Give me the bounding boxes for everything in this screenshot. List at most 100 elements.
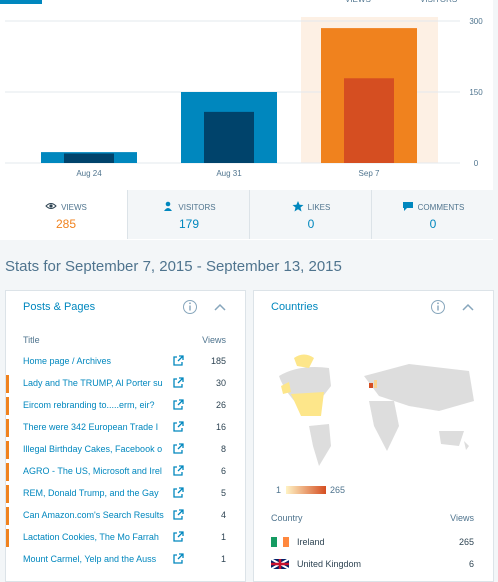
row-marker — [6, 375, 9, 393]
bar[interactable] — [204, 111, 254, 163]
post-title: AGRO - The US, Microsoft and Irel — [23, 466, 162, 476]
tab[interactable]: COMMENTS 0 — [371, 190, 494, 239]
col-title: Title — [23, 335, 40, 345]
panel-icons[interactable] — [182, 299, 237, 315]
external-link-icon[interactable] — [173, 487, 184, 500]
post-views: 1 — [220, 532, 226, 542]
col-country: Country — [271, 513, 303, 523]
external-link-icon[interactable] — [173, 465, 184, 478]
post-views: 1 — [220, 554, 226, 564]
legend-max: 265 — [330, 485, 346, 495]
post-row[interactable]: Lactation Cookies, The Mo Farrah 1 — [6, 528, 245, 550]
y-tick-label: 150 — [469, 88, 483, 97]
tab-label: COMMENTS — [372, 201, 494, 212]
post-title: Eircom rebranding to.....erm, eir? — [23, 400, 155, 410]
row-marker — [6, 485, 9, 503]
post-row[interactable]: AGRO - The US, Microsoft and Irel 6 — [6, 462, 245, 484]
country-name: Ireland — [297, 537, 325, 547]
post-title: Can Amazon.com's Search Results — [23, 510, 164, 520]
post-row[interactable]: Lady and The TRUMP, Al Porter su 30 — [6, 374, 245, 396]
legend-gradient — [286, 486, 326, 494]
country-views: 6 — [468, 559, 474, 569]
bar[interactable] — [344, 78, 394, 163]
panel-icons[interactable] — [430, 299, 485, 315]
tab[interactable]: VISITORS 179 — [127, 190, 250, 239]
post-title: Lactation Cookies, The Mo Farrah — [23, 532, 159, 542]
post-row[interactable]: Home page / Archives 185 — [6, 352, 245, 374]
posts-panel: Posts & Pages Title Views Home page / Ar… — [5, 290, 246, 582]
tab-label-text: COMMENTS — [417, 203, 465, 212]
country-views: 265 — [458, 537, 474, 547]
tab-label: VIEWS — [5, 201, 127, 212]
tab[interactable]: LIKES 0 — [249, 190, 372, 239]
legend-min: 1 — [276, 485, 282, 495]
top-strip — [0, 0, 42, 4]
post-views: 5 — [220, 488, 226, 498]
world-map — [279, 354, 474, 466]
row-marker — [6, 507, 9, 525]
external-link-icon[interactable] — [173, 377, 184, 390]
tab-label-text: LIKES — [307, 203, 331, 212]
tab-label-text: VISITORS — [178, 203, 216, 212]
col-views: Views — [450, 513, 474, 523]
external-link-icon[interactable] — [173, 443, 184, 456]
post-views: 4 — [220, 510, 226, 520]
post-title: Illegal Birthday Cakes, Facebook o — [23, 444, 163, 454]
post-title: Home page / Archives — [23, 356, 112, 366]
post-row[interactable]: Eircom rebranding to.....erm, eir? 26 — [6, 396, 245, 418]
y-tick-label: 300 — [469, 17, 483, 26]
external-link-icon[interactable] — [173, 421, 184, 434]
country-name: United Kingdom — [297, 559, 362, 569]
panel-title: Countries — [271, 301, 319, 313]
post-title: Mount Carmel, Yelp and the Auss — [23, 554, 157, 564]
panel-title: Posts & Pages — [23, 301, 96, 313]
period-title: Stats for September 7, 2015 - September … — [5, 258, 342, 275]
bar[interactable] — [64, 153, 114, 163]
tab-label-text: VIEWS — [61, 203, 87, 212]
post-views: 8 — [220, 444, 226, 454]
post-row[interactable]: There were 342 European Trade I 16 — [6, 418, 245, 440]
post-row[interactable]: Illegal Birthday Cakes, Facebook o 8 — [6, 440, 245, 462]
post-title: There were 342 European Trade I — [23, 422, 159, 432]
tab-value: 179 — [178, 217, 200, 231]
x-tick-label: Aug 31 — [216, 169, 242, 178]
post-row[interactable]: Mount Carmel, Yelp and the Auss 1 — [6, 550, 245, 572]
external-link-icon[interactable] — [173, 509, 184, 522]
post-title: Lady and The TRUMP, Al Porter su — [23, 378, 163, 388]
post-row[interactable]: Can Amazon.com's Search Results 4 — [6, 506, 245, 528]
x-tick-label: Sep 7 — [359, 169, 380, 178]
external-link-icon[interactable] — [173, 553, 184, 566]
countries-panel: Countries 1 265 Country Views Ireland 265… — [253, 290, 494, 582]
flag — [271, 537, 289, 549]
row-marker — [6, 397, 9, 415]
external-link-icon[interactable] — [173, 355, 184, 368]
tab-value: 0 — [307, 217, 315, 231]
chart: VIEWS VISITORS 0 150 300 Aug 24 Aug 31 Sep 7 — [5, 0, 483, 178]
post-views: 16 — [215, 422, 226, 432]
flag — [270, 558, 290, 571]
legend-label: VISITORS — [420, 0, 457, 4]
external-link-icon[interactable] — [173, 531, 184, 544]
row-marker — [6, 463, 9, 481]
tab-label: VISITORS — [128, 201, 250, 212]
post-views: 30 — [215, 378, 226, 388]
post-title: REM, Donald Trump, and the Gay — [23, 488, 159, 498]
col-views: Views — [202, 335, 226, 345]
country-row[interactable]: Ireland 265 — [254, 533, 493, 555]
post-views: 26 — [215, 400, 226, 410]
tab-label: LIKES — [250, 201, 372, 212]
tab-value: 0 — [429, 217, 437, 231]
legend-label: VIEWS — [345, 0, 371, 4]
y-tick-label: 0 — [474, 159, 479, 168]
tab-value: 285 — [55, 217, 77, 231]
external-link-icon[interactable] — [173, 399, 184, 412]
post-row[interactable]: REM, Donald Trump, and the Gay 5 — [6, 484, 245, 506]
row-marker — [6, 529, 9, 547]
row-marker — [6, 441, 9, 459]
row-marker — [6, 419, 9, 437]
country-row[interactable]: United Kingdom 6 — [254, 555, 493, 577]
post-views: 185 — [210, 356, 226, 366]
x-tick-label: Aug 24 — [76, 169, 102, 178]
tab[interactable]: VIEWS 285 — [5, 190, 127, 239]
